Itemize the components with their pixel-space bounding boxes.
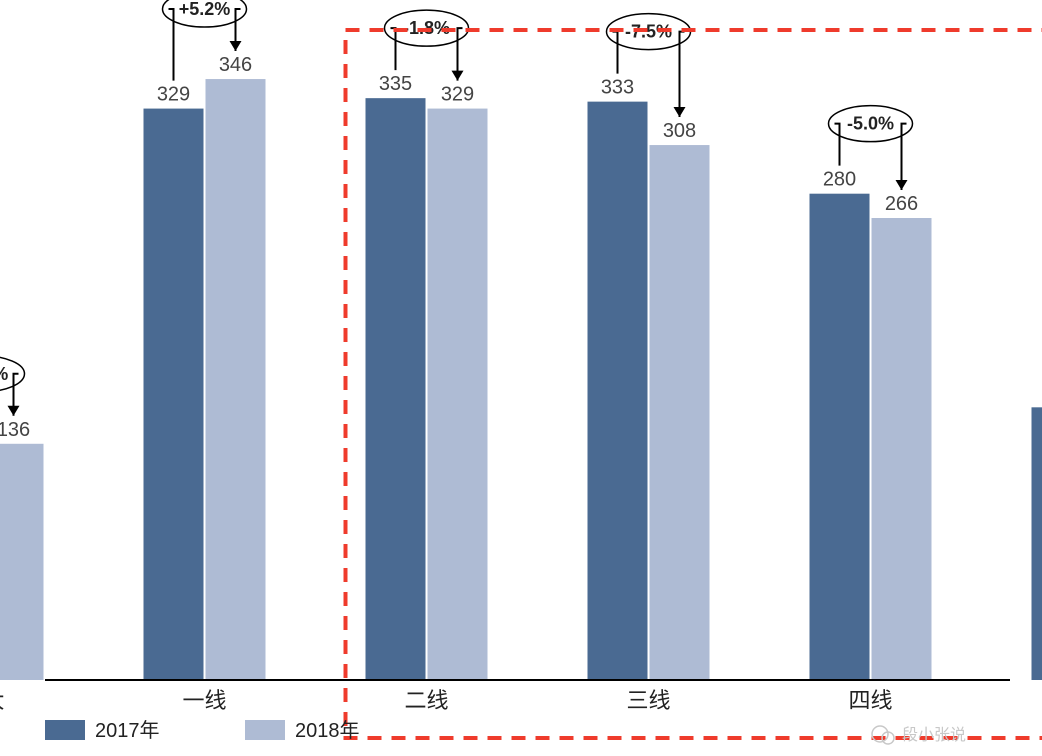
- legend-swatch: [245, 720, 285, 740]
- legend-label: 2017年: [95, 719, 160, 742]
- bar-2018: [428, 109, 488, 680]
- bar-2018: [872, 218, 932, 680]
- value-label: 308: [663, 120, 696, 142]
- bar-2018: [650, 145, 710, 680]
- value-label: 329: [157, 84, 190, 106]
- bar-2017: [144, 109, 204, 680]
- value-label: 329: [441, 84, 474, 106]
- delta-label: +5.2%: [179, 0, 231, 19]
- bar-2017: [1032, 407, 1042, 680]
- legend-label: 2018年: [295, 719, 360, 742]
- category-label: 一线: [182, 688, 226, 713]
- watermark-text: 段小张说: [902, 726, 966, 744]
- value-label: 333: [601, 77, 634, 99]
- category-label: 四线: [848, 688, 892, 713]
- value-label: 136: [0, 419, 30, 441]
- category-label: 二线: [404, 688, 448, 713]
- value-label: 266: [885, 193, 918, 215]
- bar-2017: [810, 194, 870, 680]
- bar-2017: [366, 98, 426, 680]
- bar-chart: 132136特大+3.0%329346一线+5.2%335329二线-1.8%3…: [0, 0, 1042, 756]
- delta-label: -5.0%: [847, 114, 894, 134]
- bar-2018: [0, 444, 44, 680]
- value-label: 280: [823, 169, 856, 191]
- value-label: 346: [219, 54, 252, 76]
- bar-2017: [588, 102, 648, 680]
- bar-2018: [206, 79, 266, 680]
- value-label: 335: [379, 73, 412, 95]
- legend-swatch: [45, 720, 85, 740]
- category-label: 三线: [626, 688, 670, 713]
- category-label: 特大: [0, 688, 5, 713]
- delta-label: +3.0%: [0, 364, 8, 384]
